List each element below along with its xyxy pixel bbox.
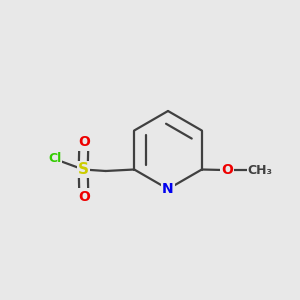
Text: Cl: Cl [48, 152, 61, 166]
Text: S: S [78, 162, 89, 177]
Text: CH₃: CH₃ [248, 164, 273, 177]
Text: N: N [162, 182, 174, 196]
Text: O: O [221, 163, 233, 177]
Text: O: O [78, 136, 90, 149]
Text: O: O [78, 190, 90, 203]
